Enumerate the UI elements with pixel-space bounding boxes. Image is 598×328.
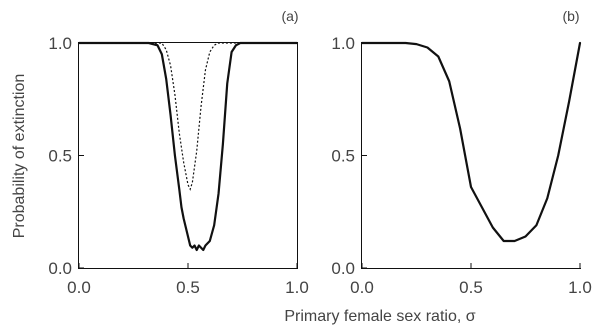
panel-a-y-tick-label: 1.0 (48, 34, 72, 53)
panel-a-y-tick-label: 0.5 (48, 147, 72, 166)
panel-a-series-solid-line (77, 41, 299, 252)
panel-b-series-solid-line (360, 41, 582, 243)
panel-b-label: (b) (562, 8, 579, 24)
panel-a-label: (a) (281, 8, 298, 24)
panel-a-x-tick-label: 0.5 (176, 278, 200, 297)
panel-b-y-tick-label: 1.0 (331, 34, 355, 53)
panel-b-y-tick-label: 0.0 (331, 259, 355, 278)
panel-b-x-tick-label: 0.5 (459, 278, 483, 297)
panel-b-y-tick-label: 0.5 (331, 147, 355, 166)
panel-b-tick-labels: 0.0 0.5 1.0 0.0 0.5 1.0 (331, 34, 591, 297)
panel-a-x-tick-label: 1.0 (285, 278, 309, 297)
panel-b-x-tick-label: 1.0 (568, 278, 592, 297)
panel-a-series (77, 41, 299, 252)
panel-a-y-tick-label: 0.0 (48, 259, 72, 278)
panel-a-tick-labels: 0.0 0.5 1.0 0.0 0.5 1.0 (48, 34, 308, 297)
panel-b-x-tick-label: 0.0 (350, 278, 374, 297)
y-axis-label: Probability of extinction (11, 74, 28, 239)
panel-b-series (360, 41, 582, 243)
panel-b-axes (361, 42, 581, 269)
panel-a: (a) 0.0 0.5 1.0 0.0 0.5 1.0 (48, 8, 308, 297)
panel-a-frame (78, 42, 298, 269)
panel-a-x-tick-label: 0.0 (67, 278, 91, 297)
x-axis-label: Primary female sex ratio, σ (284, 308, 475, 325)
panel-b-ticks (361, 42, 581, 269)
panel-a-series-dotted-line (79, 42, 297, 191)
panel-b: (b) 0.0 0.5 1.0 0.0 0.5 1.0 (331, 8, 591, 297)
